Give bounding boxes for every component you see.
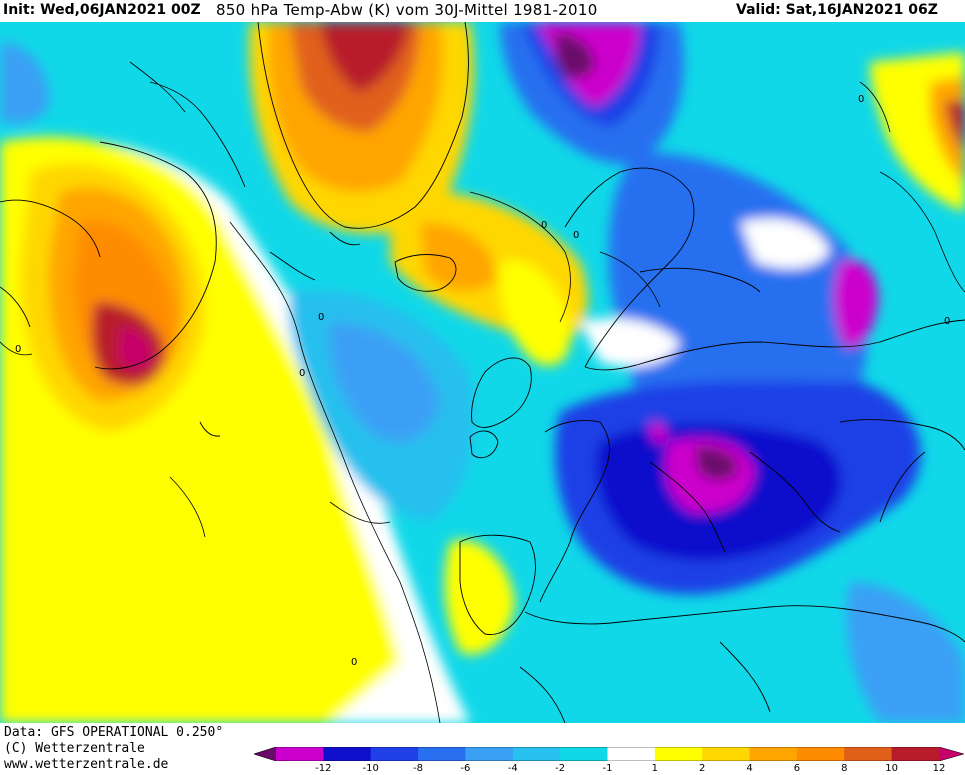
legend-swatch [796,747,845,761]
legend-tick-label: -10 [362,763,379,774]
website-url-label: www.wetterzentrale.de [4,757,169,772]
legend-swatch [560,747,608,761]
legend-tick-label: 2 [699,763,706,774]
legend-tick-label: -1 [602,763,613,774]
color-scale-legend [254,747,964,761]
map-footer: Data: GFS OPERATIONAL 0.250° (C) Wetterz… [0,723,965,775]
init-time-label: Init: Wed,06JAN2021 00Z [3,2,201,18]
map-title: 850 hPa Temp-Abw (K) vom 30J-Mittel 1981… [216,1,598,19]
legend-tick-label: -6 [460,763,471,774]
legend-tick-label: 10 [885,763,899,774]
weather-map: 0 0 0 0 0 0 0 0 [0,22,965,723]
copyright-label: (C) Wetterzentrale [4,741,145,756]
legend-swatch [254,747,276,761]
legend-tick-label: -2 [555,763,566,774]
legend-tick-label: -8 [413,763,424,774]
data-source-label: Data: GFS OPERATIONAL 0.250° [4,725,224,740]
contour-label: 0 [573,230,579,241]
zero-contours [0,61,965,723]
contour-label: 0 [318,312,324,323]
legend-swatch [844,747,893,761]
legend-swatch [418,747,466,761]
legend-tick-label: 6 [793,763,801,774]
valid-time-label: Valid: Sat,16JAN2021 06Z [736,2,938,18]
legend-swatch [276,747,324,761]
legend-swatch [702,747,751,761]
legend-tick-label: 8 [841,763,848,774]
legend-swatch [749,747,798,761]
legend-swatch [607,747,656,761]
legend-swatch [465,747,514,761]
legend-swatch [323,747,372,761]
legend-tick-label: -4 [507,763,518,774]
contour-label: 0 [944,316,950,327]
legend-swatch [654,747,703,761]
contour-label: 0 [15,344,21,355]
contour-label: 0 [541,220,547,231]
temperature-anomaly-field: 0 0 0 0 0 0 0 0 [0,22,965,723]
contour-label: 0 [351,657,357,668]
contour-label-group: 0 0 0 0 0 0 0 0 [15,94,950,668]
legend-swatch [370,747,419,761]
legend-tick-label: 12 [932,763,946,774]
legend-tick-label: 1 [651,763,659,774]
contour-label: 0 [858,94,864,105]
legend-swatch [891,747,940,761]
coastlines [0,22,965,723]
contour-label: 0 [299,368,305,379]
anomaly-shading [0,22,965,723]
legend-swatch [939,747,964,761]
legend-swatch [512,747,561,761]
map-header: Init: Wed,06JAN2021 00Z 850 hPa Temp-Abw… [0,0,965,22]
legend-tick-label: -12 [315,763,332,774]
legend-tick-label: 4 [746,763,753,774]
